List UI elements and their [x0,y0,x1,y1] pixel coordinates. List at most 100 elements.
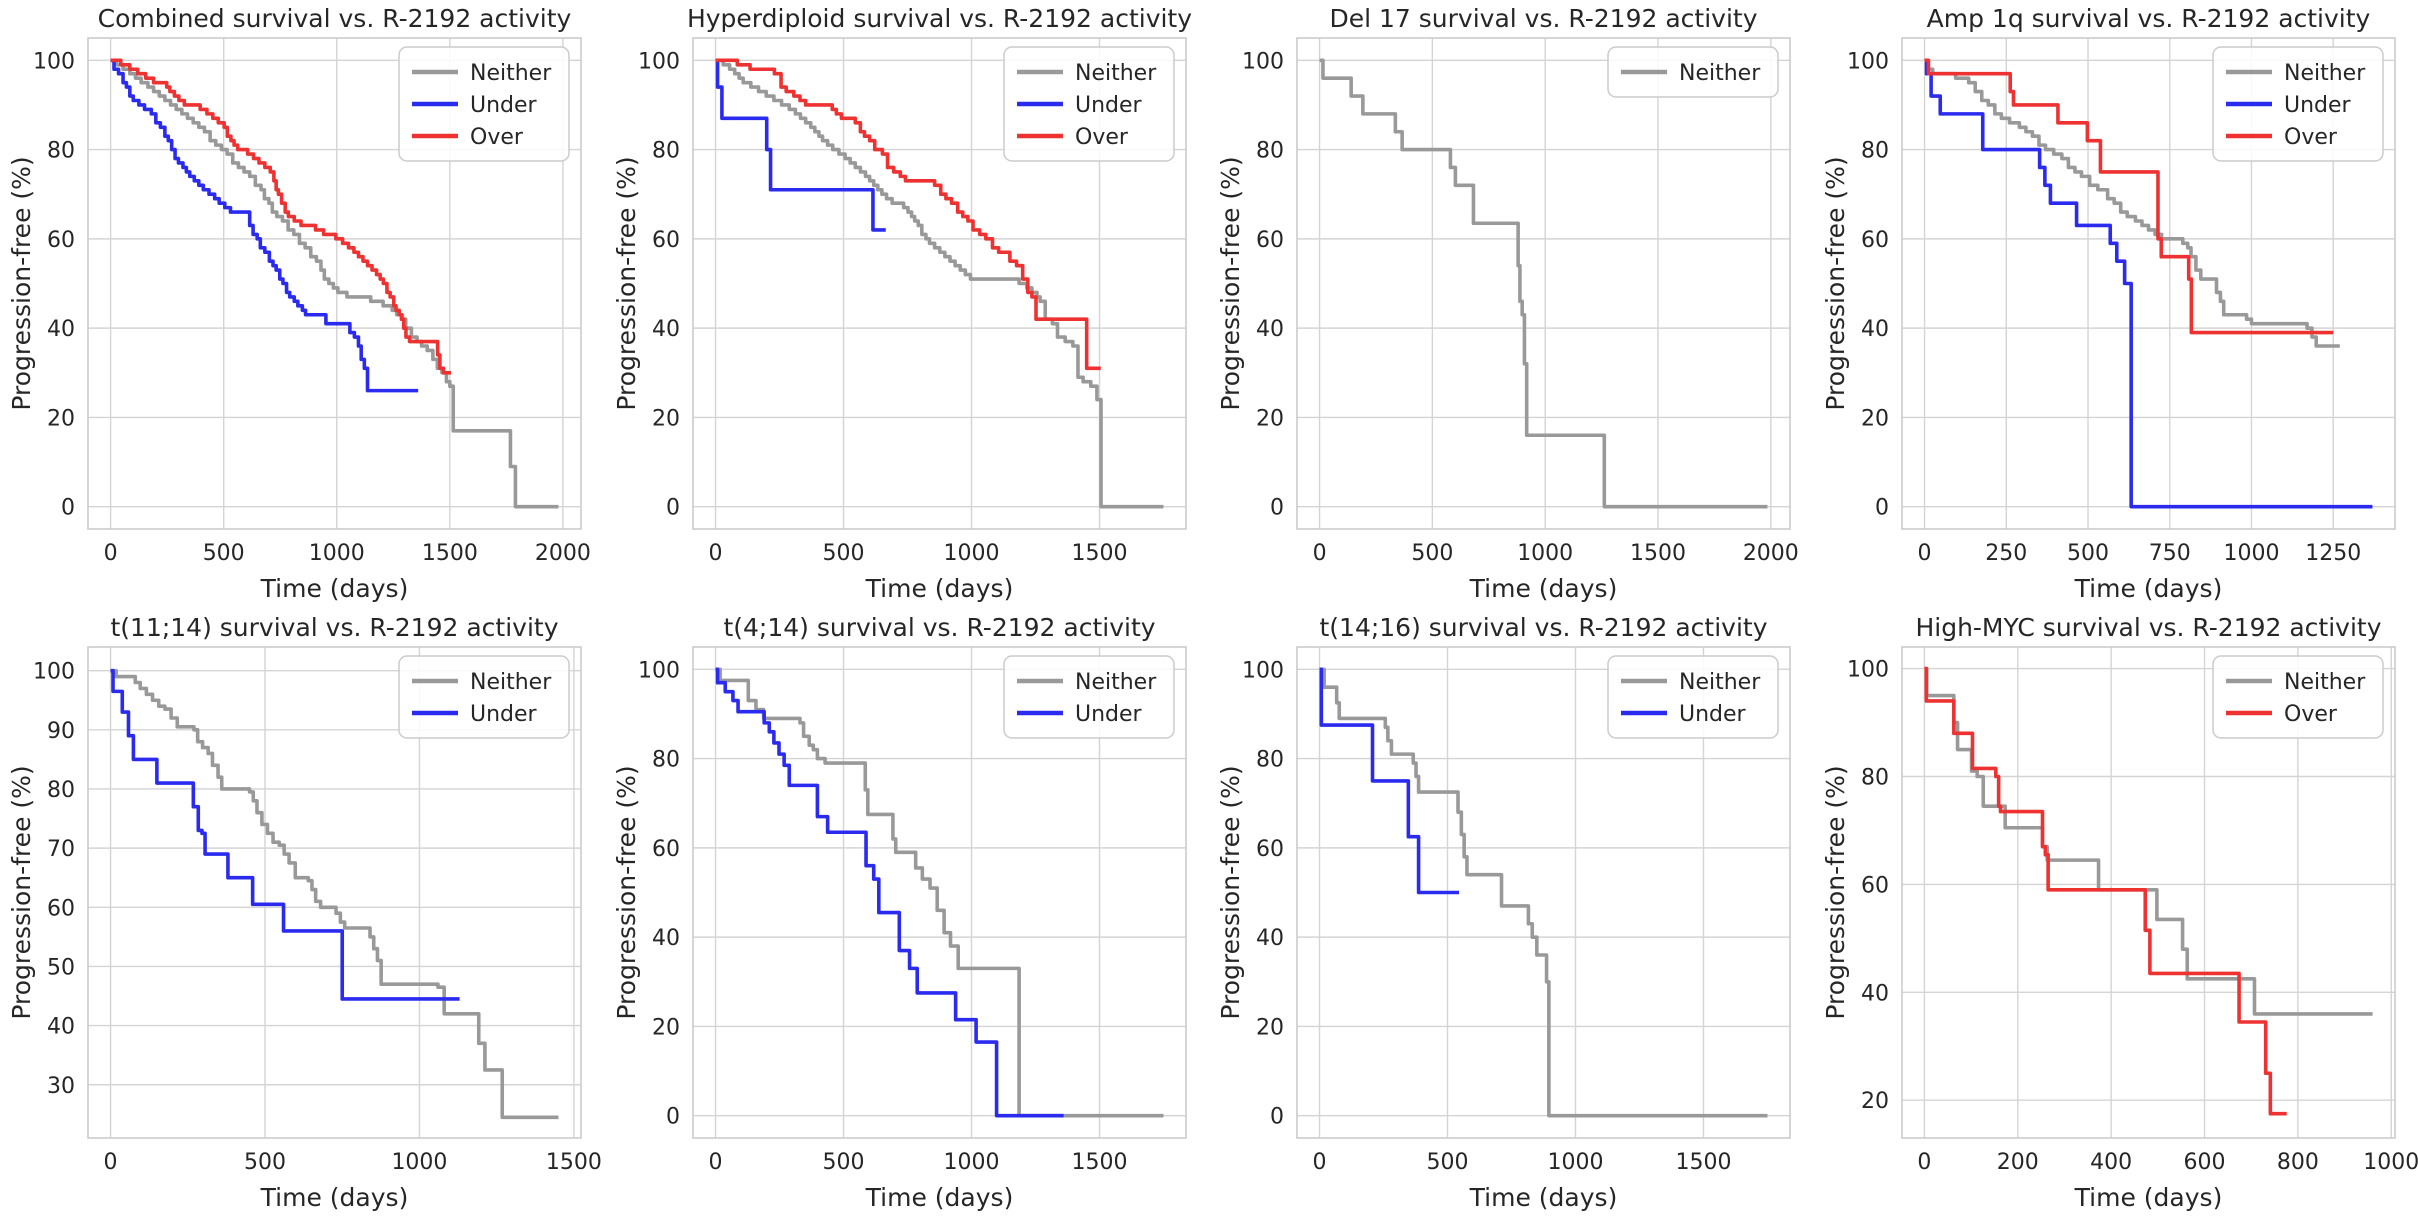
y-axis-label: Progression-free (%) [612,156,641,410]
series-neither-line [110,668,559,1120]
x-tick-label: 1500 [422,541,478,566]
y-tick-label: 0 [1270,496,1284,521]
legend-label-over: Over [2284,702,2338,727]
x-tick-label: 500 [203,541,245,566]
y-tick-label: 80 [1861,765,1889,790]
chart-del17: 0 500 1000 1500 2000 0 20 40 60 80 100 Del 17 survi… [1216,4,1799,603]
series-over-line [1924,58,2333,335]
y-tick-label: 90 [47,719,75,744]
y-tick-label: 0 [666,496,680,521]
legend-label-under: Under [1679,702,1747,727]
series-over-line [1923,666,2287,1116]
x-tick-label: 200 [1996,1150,2038,1175]
y-tick-label: 80 [652,139,680,164]
series-neither-line [1319,667,1768,1118]
legend-box [2211,655,2384,739]
x-axis-label: Time (days) [2073,574,2222,603]
y-axis-label: Progression-free (%) [1821,765,1850,1019]
y-tick-label: 40 [1861,981,1889,1006]
y-tick-label: 70 [47,837,75,862]
y-tick-label: 40 [652,926,680,951]
chart-title: t(11;14) survival vs. R-2192 activity [110,613,558,642]
axes-spines [1296,37,1791,530]
subplot-amp1q: 0 250 500 750 1000 1250 0 20 40 60 80 100 Amp 1q sur… [1814,0,2418,609]
y-tick-label: 80 [1256,139,1284,164]
chart-t11-14: 0 500 1000 1500 30 40 50 60 70 80 90 100 t(11;14) su… [7,613,602,1212]
y-tick-label: 40 [47,317,75,342]
series-neither-line [715,58,1163,509]
x-tick-label: 250 [1985,541,2027,566]
x-tick-label: 500 [822,1150,864,1175]
legend-label-neither: Neither [2284,61,2366,86]
legend-box [1002,655,1175,739]
y-tick-label: 20 [1861,406,1889,431]
legend-label-neither: Neither [1679,61,1761,86]
y-tick-label: 60 [1861,873,1889,898]
x-axis-label: Time (days) [260,574,409,603]
legend: Neither [1607,46,1779,98]
chart-amp1q: 0 250 500 750 1000 1250 0 20 40 60 80 100 Amp 1q sur… [1821,4,2396,603]
x-tick-label: 1500 [1630,541,1686,566]
chart-combined: 0 500 1000 1500 2000 0 20 40 60 80 100 Combined sur… [7,4,591,603]
axes-spines [87,37,582,530]
chart-title: Hyperdiploid survival vs. R-2192 activit… [686,4,1191,33]
subplot-combined: 0 500 1000 1500 2000 0 20 40 60 80 100 Combined sur… [0,0,605,609]
x-tick-label: 1000 [943,1150,999,1175]
legend: Neither Under [398,655,570,739]
y-axis-label: Progression-free (%) [7,765,36,1019]
legend-label-over: Over [470,125,524,150]
legend: Neither Under [1002,655,1175,739]
y-tick-label: 100 [1847,49,1889,74]
x-tick-label: 1500 [1071,541,1127,566]
legend-label-neither: Neither [1075,61,1157,86]
x-tick-label: 2000 [535,541,591,566]
x-tick-label: 1250 [2305,541,2361,566]
y-tick-label: 60 [47,228,75,253]
chart-high-myc: 0 200 400 600 800 1000 20 40 60 80 100 High-MYC sur… [1821,613,2418,1212]
y-tick-label: 0 [1875,496,1889,521]
y-axis-label: Progression-free (%) [7,156,36,410]
x-tick-label: 750 [2148,541,2190,566]
legend: Neither Under [1607,655,1779,739]
x-tick-label: 1000 [943,541,999,566]
axes-spines [691,37,1187,530]
axes-spines [1296,646,1791,1139]
x-axis-label: Time (days) [2073,1183,2222,1212]
x-tick-label: 1500 [546,1150,602,1175]
y-axis-label: Progression-free (%) [1821,156,1850,410]
legend-label-over: Over [2284,125,2338,150]
chart-title: t(14;16) survival vs. R-2192 activity [1319,613,1767,642]
chart-title: Amp 1q survival vs. R-2192 activity [1926,4,2370,33]
x-tick-label: 0 [708,541,722,566]
legend-box [1607,655,1779,739]
x-tick-label: 500 [1427,1150,1469,1175]
x-tick-label: 1000 [1547,1150,1603,1175]
x-axis-label: Time (days) [1469,1183,1618,1212]
y-tick-label: 30 [47,1074,75,1099]
y-tick-label: 100 [33,660,75,685]
y-tick-label: 60 [652,837,680,862]
y-tick-label: 80 [1861,139,1889,164]
legend-label-under: Under [2284,93,2352,118]
x-tick-label: 400 [2090,1150,2132,1175]
y-tick-label: 40 [47,1015,75,1040]
x-tick-label: 500 [2067,541,2109,566]
y-tick-label: 20 [652,406,680,431]
x-tick-label: 500 [244,1150,286,1175]
series-neither-line [1924,58,2340,348]
y-tick-label: 20 [1861,1089,1889,1114]
y-axis-label: Progression-free (%) [612,765,641,1019]
y-tick-label: 100 [638,658,680,683]
x-tick-label: 1000 [1517,541,1573,566]
axes-spines [87,646,582,1139]
y-tick-label: 60 [652,228,680,253]
x-tick-label: 1000 [2363,1150,2418,1175]
x-axis-label: Time (days) [1469,574,1618,603]
y-tick-label: 60 [1256,837,1284,862]
y-tick-label: 20 [652,1015,680,1040]
legend-label-neither: Neither [470,670,552,695]
x-tick-label: 0 [1917,541,1931,566]
series-neither-line [1319,58,1768,509]
